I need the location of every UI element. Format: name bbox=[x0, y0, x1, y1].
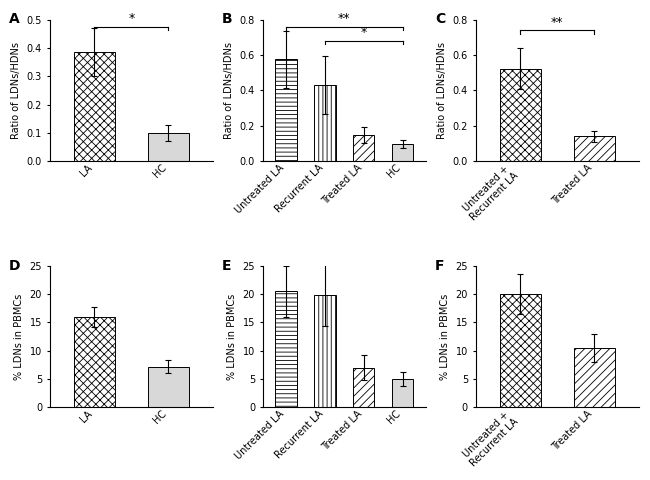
Bar bbox=[353, 135, 374, 161]
Text: E: E bbox=[222, 259, 231, 273]
Bar bbox=[314, 85, 335, 161]
Bar bbox=[574, 348, 615, 408]
Bar bbox=[392, 379, 413, 408]
Bar bbox=[353, 368, 374, 408]
Y-axis label: Ratio of LDNs/HDNs: Ratio of LDNs/HDNs bbox=[437, 42, 447, 139]
Text: C: C bbox=[435, 12, 445, 26]
Text: *: * bbox=[128, 12, 135, 25]
Bar bbox=[148, 367, 189, 408]
Bar bbox=[500, 69, 541, 161]
Text: *: * bbox=[361, 26, 367, 39]
Y-axis label: % LDNs in PBMCs: % LDNs in PBMCs bbox=[227, 293, 237, 380]
Text: B: B bbox=[222, 12, 233, 26]
Text: **: ** bbox=[338, 12, 350, 25]
Y-axis label: Ratio of LDNs/HDNs: Ratio of LDNs/HDNs bbox=[11, 42, 21, 139]
Bar bbox=[148, 133, 189, 161]
Y-axis label: % LDNs in PBMCs: % LDNs in PBMCs bbox=[14, 293, 24, 380]
Bar bbox=[500, 294, 541, 408]
Bar bbox=[74, 52, 114, 161]
Text: F: F bbox=[435, 259, 445, 273]
Bar bbox=[314, 295, 335, 408]
Bar bbox=[392, 144, 413, 161]
Text: D: D bbox=[9, 259, 20, 273]
Y-axis label: Ratio of LDNs/HDNs: Ratio of LDNs/HDNs bbox=[224, 42, 234, 139]
Y-axis label: % LDNs in PBMCs: % LDNs in PBMCs bbox=[440, 293, 450, 380]
Bar bbox=[74, 317, 114, 408]
Text: **: ** bbox=[551, 16, 564, 29]
Bar bbox=[276, 291, 296, 408]
Text: A: A bbox=[9, 12, 20, 26]
Bar bbox=[276, 60, 296, 161]
Bar bbox=[574, 136, 615, 161]
